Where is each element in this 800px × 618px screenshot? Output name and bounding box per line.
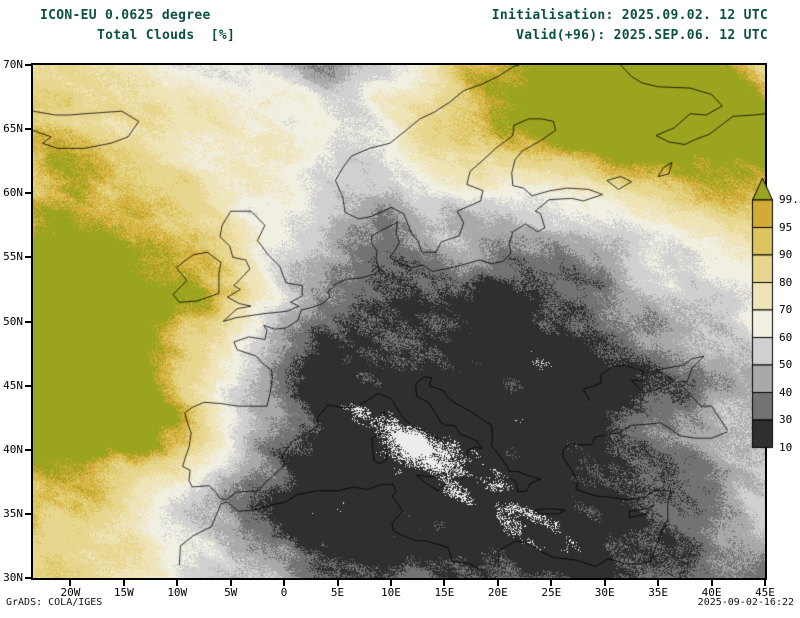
- lat-tickmark: [25, 448, 31, 451]
- colorbar-tick-label: 10: [779, 440, 793, 454]
- creation-timestamp: 2025-09-02-16:22: [697, 597, 794, 608]
- lon-tickmark: [229, 580, 232, 586]
- lon-tick-label: 35E: [648, 586, 669, 599]
- lat-tick-label: 40N: [3, 442, 23, 456]
- lat-tick-label: 50N: [3, 314, 23, 328]
- colorbar-tick-label: 90: [779, 248, 793, 261]
- lat-tickmark: [25, 128, 31, 131]
- lon-tickmark: [443, 580, 446, 586]
- colorbar-tick-label: 70: [779, 303, 793, 316]
- colorbar-tick-label: 80: [779, 275, 793, 289]
- colorbar-tick-label: 99.5: [779, 193, 800, 206]
- lon-tick-label: 30E: [594, 586, 615, 599]
- model-title: ICON-EU 0.0625 degree: [40, 8, 211, 23]
- lat-tickmark: [25, 512, 31, 515]
- lon-tickmark: [710, 580, 713, 586]
- lon-tick-label: 40E: [701, 586, 722, 599]
- cloud-cover-map-canvas: [33, 65, 765, 578]
- lat-tickmark: [25, 256, 31, 259]
- lon-tick-label: 10W: [167, 586, 188, 599]
- colorbar-tick-label: 60: [779, 330, 793, 344]
- lon-tickmark: [122, 580, 125, 586]
- lon-tick-label: 20E: [487, 586, 508, 599]
- lon-tick-label: 10E: [381, 586, 401, 599]
- lon-tick-label: 25E: [541, 586, 562, 599]
- lat-tickmark: [25, 384, 31, 387]
- colorbar-tick-label: 95: [779, 220, 793, 234]
- lon-tickmark: [336, 580, 339, 586]
- lon-tickmark: [550, 580, 553, 586]
- lon-tick-label: 20W: [60, 586, 81, 599]
- lat-tickmark: [25, 192, 31, 195]
- product-title: Total Clouds [%]: [97, 28, 236, 43]
- lat-tickmark: [25, 577, 31, 579]
- lon-tick-label: 5W: [224, 586, 238, 599]
- colorbar-tick-label: 40: [779, 385, 793, 399]
- lon-tick-label: 15E: [434, 586, 455, 599]
- colorbar-tick-label: 30: [779, 413, 793, 426]
- lat-tick-label: 30N: [3, 571, 23, 584]
- grads-credit: GrADS: COLA/IGES: [6, 597, 103, 608]
- lon-tickmark: [496, 580, 499, 586]
- lat-tickmark: [25, 320, 31, 323]
- lon-tickmark: [69, 580, 72, 586]
- lat-tickmark: [25, 64, 31, 66]
- lon-tick-label: 15W: [113, 586, 134, 599]
- lat-tick-label: 70N: [3, 58, 23, 71]
- lat-tick-label: 65N: [3, 122, 23, 136]
- valid-time-label: Valid(+96): 2025.SEP.06. 12 UTC: [516, 28, 768, 43]
- lat-tick-label: 35N: [3, 506, 23, 520]
- colorbar-canvas: [745, 174, 800, 456]
- init-time-label: Initialisation: 2025.09.02. 12 UTC: [491, 8, 768, 23]
- lon-tick-label: 45E: [755, 586, 775, 599]
- lon-tickmark: [283, 580, 286, 586]
- lon-tickmark: [764, 580, 766, 586]
- lat-tick-label: 55N: [3, 250, 23, 264]
- lat-tick-label: 60N: [3, 186, 23, 200]
- lon-tick-label: 5E: [330, 586, 345, 599]
- lon-tick-label: 0: [280, 586, 288, 599]
- lon-tickmark: [603, 580, 606, 586]
- lon-tickmark: [176, 580, 179, 586]
- lon-tickmark: [657, 580, 660, 586]
- lon-tickmark: [389, 580, 392, 586]
- colorbar-tick-label: 50: [779, 358, 793, 371]
- lat-tick-label: 45N: [3, 378, 23, 392]
